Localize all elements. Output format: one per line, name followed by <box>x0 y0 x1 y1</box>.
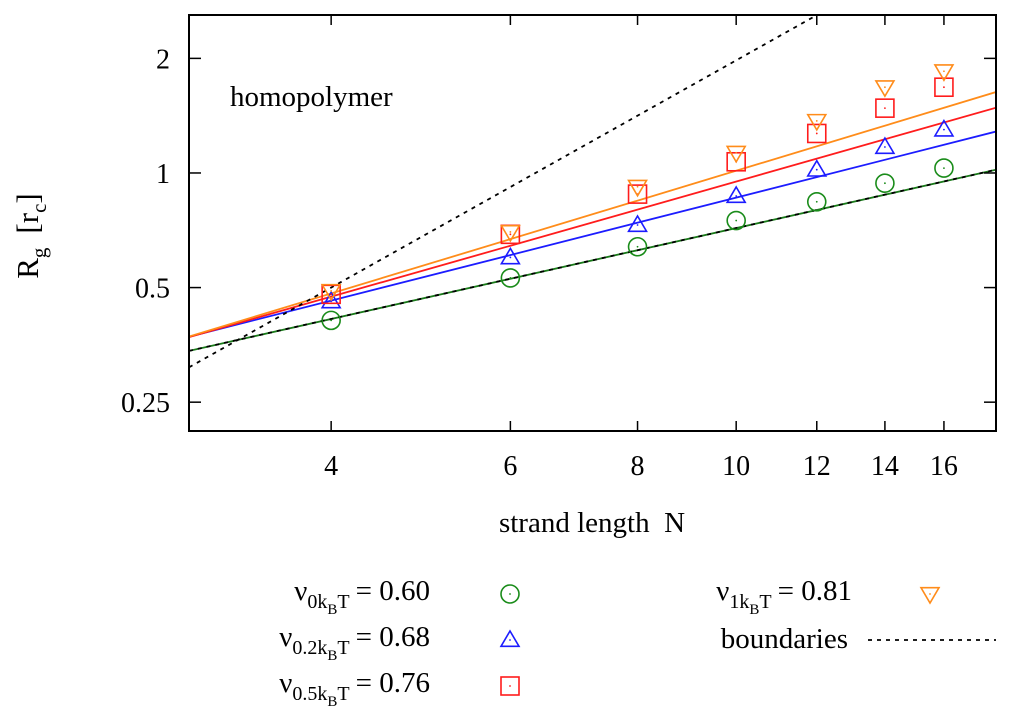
legend-sub-2: 0.5k <box>292 683 327 705</box>
y-axis-label: Rg [rc] <box>10 193 51 279</box>
data-point-s1-5 <box>874 136 896 155</box>
legend-tail-0: T <box>337 591 349 613</box>
data-point-s3-5 <box>874 80 896 98</box>
data-point-s1-3 <box>725 185 747 204</box>
data-point-s2-4 <box>806 123 827 144</box>
legend-marker-2 <box>500 676 520 696</box>
x-tick-label-3: 10 <box>722 451 750 482</box>
data-point-s3-0 <box>320 283 342 302</box>
plot-frame <box>188 14 997 432</box>
y-axis-ticks: 0.25 0.5 1 2 <box>121 44 996 419</box>
legend-nu-3: ν <box>716 575 729 607</box>
legend-tail-2: T <box>337 683 349 705</box>
fit-line-2 <box>189 106 996 338</box>
data-point-s1-1 <box>499 246 521 265</box>
legend-subsub-1: B <box>327 648 337 664</box>
x-tick-label-6: 16 <box>930 451 958 482</box>
data-point-s1-2 <box>627 214 648 233</box>
y-tick-label-1: 0.5 <box>135 274 170 305</box>
data-point-s0-2 <box>627 236 648 257</box>
x-tick-label-5: 14 <box>871 451 899 482</box>
data-point-s3-6 <box>933 64 955 82</box>
legend-boundaries-label: boundaries <box>721 623 848 655</box>
data-point-s0-6 <box>934 158 954 178</box>
y-tick-label-3: 2 <box>156 44 170 75</box>
legend-marker-0 <box>500 584 520 604</box>
x-tick-label-4: 12 <box>803 451 831 482</box>
x-axis-ticks: 4 6 8 10 12 14 16 <box>324 15 958 482</box>
data-point-s3-4 <box>806 113 828 132</box>
boundary-line-1 <box>189 15 819 369</box>
legend-label-1: ν0.2kBT = 0.68 <box>279 621 430 664</box>
legend-marker-1 <box>499 629 521 648</box>
data-point-s3-2 <box>627 179 648 198</box>
legend-marker-3 <box>919 586 941 605</box>
y-tick-label-2: 1 <box>156 159 170 190</box>
y-label-unit-open: [r <box>10 212 45 233</box>
legend-sub-0: 0k <box>307 591 327 613</box>
y-label-unit-sub: c <box>27 204 51 213</box>
x-tick-label-2: 8 <box>631 451 645 482</box>
data-point-s1-6 <box>933 119 955 137</box>
fit-curves <box>189 15 996 369</box>
y-label-unit-close: ] <box>10 193 45 203</box>
boundary-line-0 <box>189 168 996 352</box>
legend-eq-2: = 0.76 <box>356 667 430 699</box>
fit-line-1 <box>189 130 996 338</box>
data-point-s3-3 <box>725 145 747 164</box>
legend-label-2: ν0.5kBT = 0.76 <box>279 667 430 710</box>
legend-nu-1: ν <box>279 621 292 653</box>
legend-sub-1: 0.2k <box>292 637 327 659</box>
data-point-s2-5 <box>875 98 895 118</box>
legend-eq-0: = 0.60 <box>356 575 430 607</box>
fit-line-3 <box>189 91 996 338</box>
annotation-homopolymer: homopolymer <box>230 81 393 113</box>
x-tick-label-1: 6 <box>503 451 517 482</box>
legend-nu-2: ν <box>279 667 292 699</box>
x-tick-label-0: 4 <box>324 451 338 482</box>
data-points <box>320 64 955 331</box>
legend-label-0: ν0kBT = 0.60 <box>294 575 430 618</box>
legend-subsub-0: B <box>327 602 337 618</box>
legend-subsub-2: B <box>327 694 337 710</box>
data-point-s0-3 <box>726 210 746 231</box>
data-point-s0-4 <box>806 192 827 212</box>
y-label-sub: g <box>27 247 51 258</box>
legend-label-3: ν1kBT = 0.81 <box>716 575 852 618</box>
legend-eq-1: = 0.68 <box>356 621 430 653</box>
legend-tail-1: T <box>337 637 349 659</box>
data-point-s3-1 <box>499 224 521 243</box>
data-point-s2-6 <box>934 77 954 98</box>
y-label-main: R <box>10 258 45 279</box>
legend-eq-3: = 0.81 <box>778 575 852 607</box>
data-point-s1-4 <box>806 159 828 177</box>
data-point-s0-5 <box>875 173 895 194</box>
legend-nu-0: ν <box>294 575 307 607</box>
data-point-s0-1 <box>500 268 521 288</box>
svg-text:Rg[rc]: Rg [rc] <box>10 193 51 279</box>
x-axis-label: strand length N <box>499 507 685 539</box>
legend-sub-3: 1k <box>729 591 749 613</box>
y-tick-label-0: 0.25 <box>121 388 170 419</box>
legend-tail-3: T <box>759 591 771 613</box>
legend-subsub-3: B <box>749 602 759 618</box>
data-point-s0-0 <box>321 310 341 331</box>
